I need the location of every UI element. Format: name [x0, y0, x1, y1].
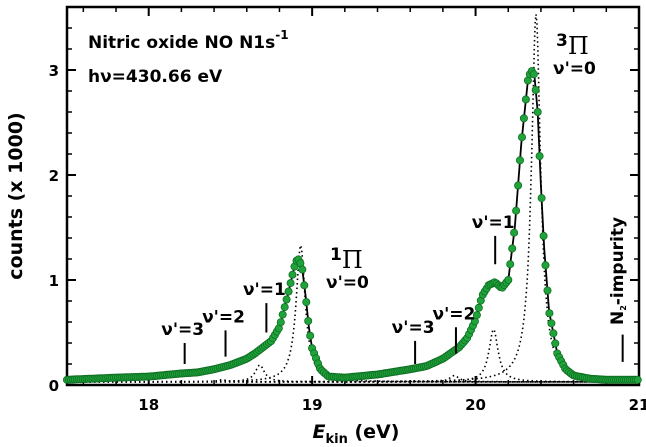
data-point	[279, 311, 286, 318]
state-label-triplet-nu: ν'=0	[553, 59, 596, 79]
vibrational-marker-label: ν'=3	[161, 320, 204, 340]
data-point	[475, 304, 482, 311]
x-axis-label: Ekin (eV)	[313, 421, 400, 447]
data-point	[505, 276, 512, 283]
data-point	[546, 310, 553, 317]
data-point	[634, 376, 641, 383]
y-tick-label: 0	[49, 377, 59, 395]
data-point	[552, 340, 559, 347]
data-point	[522, 96, 529, 103]
data-point	[289, 271, 296, 278]
data-point	[516, 157, 523, 164]
chart-title: Nitric oxide NO N1s-1	[88, 28, 289, 53]
y-axis-label: counts (x 1000)	[5, 112, 27, 280]
data-point	[544, 287, 551, 294]
x-tick-label: 21	[629, 396, 646, 414]
data-point	[536, 153, 543, 160]
x-axis-unit: (eV)	[348, 421, 400, 443]
y-tick-label: 1	[49, 272, 59, 290]
photon-energy-label: hν=430.66 eV	[88, 67, 223, 87]
data-point	[277, 319, 284, 326]
data-point	[548, 320, 555, 327]
data-point	[509, 245, 516, 252]
data-point	[518, 134, 525, 141]
y-tick-label: 2	[49, 167, 59, 185]
data-point	[520, 115, 527, 122]
data-point	[299, 266, 306, 273]
data-point	[530, 71, 537, 78]
vibrational-marker-label: ν'=2	[202, 307, 245, 327]
vibrational-marker-label: ν'=2	[433, 304, 476, 324]
data-point	[287, 280, 294, 287]
state-label-singlet-nu: ν'=0	[326, 273, 369, 293]
data-point	[538, 195, 545, 202]
vibrational-marker-label: ν'=1	[472, 213, 515, 233]
chart-title-superscript: -1	[275, 28, 288, 42]
data-point	[303, 299, 310, 306]
data-points	[63, 68, 641, 384]
vibrational-marker-label: ν'=3	[392, 318, 435, 338]
data-point	[307, 332, 314, 339]
data-point	[540, 232, 547, 239]
data-point	[301, 282, 308, 289]
data-point	[507, 261, 514, 268]
data-point	[281, 304, 288, 311]
state-label-singlet: 1Π	[330, 245, 363, 274]
x-tick-label: 18	[138, 396, 159, 414]
data-point	[550, 330, 557, 337]
state-label-triplet: 3Π	[556, 31, 589, 60]
data-point	[515, 182, 522, 189]
x-tick-label: 20	[465, 396, 486, 414]
x-axis-label-subscript: kin	[326, 432, 348, 447]
y-tick-label: 3	[49, 62, 59, 80]
data-point	[285, 288, 292, 295]
vibrational-marker-label: ν'=1	[243, 280, 286, 300]
impurity-label: N2-impurity	[608, 217, 628, 325]
x-tick-label: 19	[302, 396, 323, 414]
data-point	[305, 317, 312, 324]
data-point	[534, 108, 541, 115]
data-point	[532, 86, 539, 93]
impurity-annotation: N2-impurity	[608, 217, 628, 362]
data-point	[542, 262, 549, 269]
